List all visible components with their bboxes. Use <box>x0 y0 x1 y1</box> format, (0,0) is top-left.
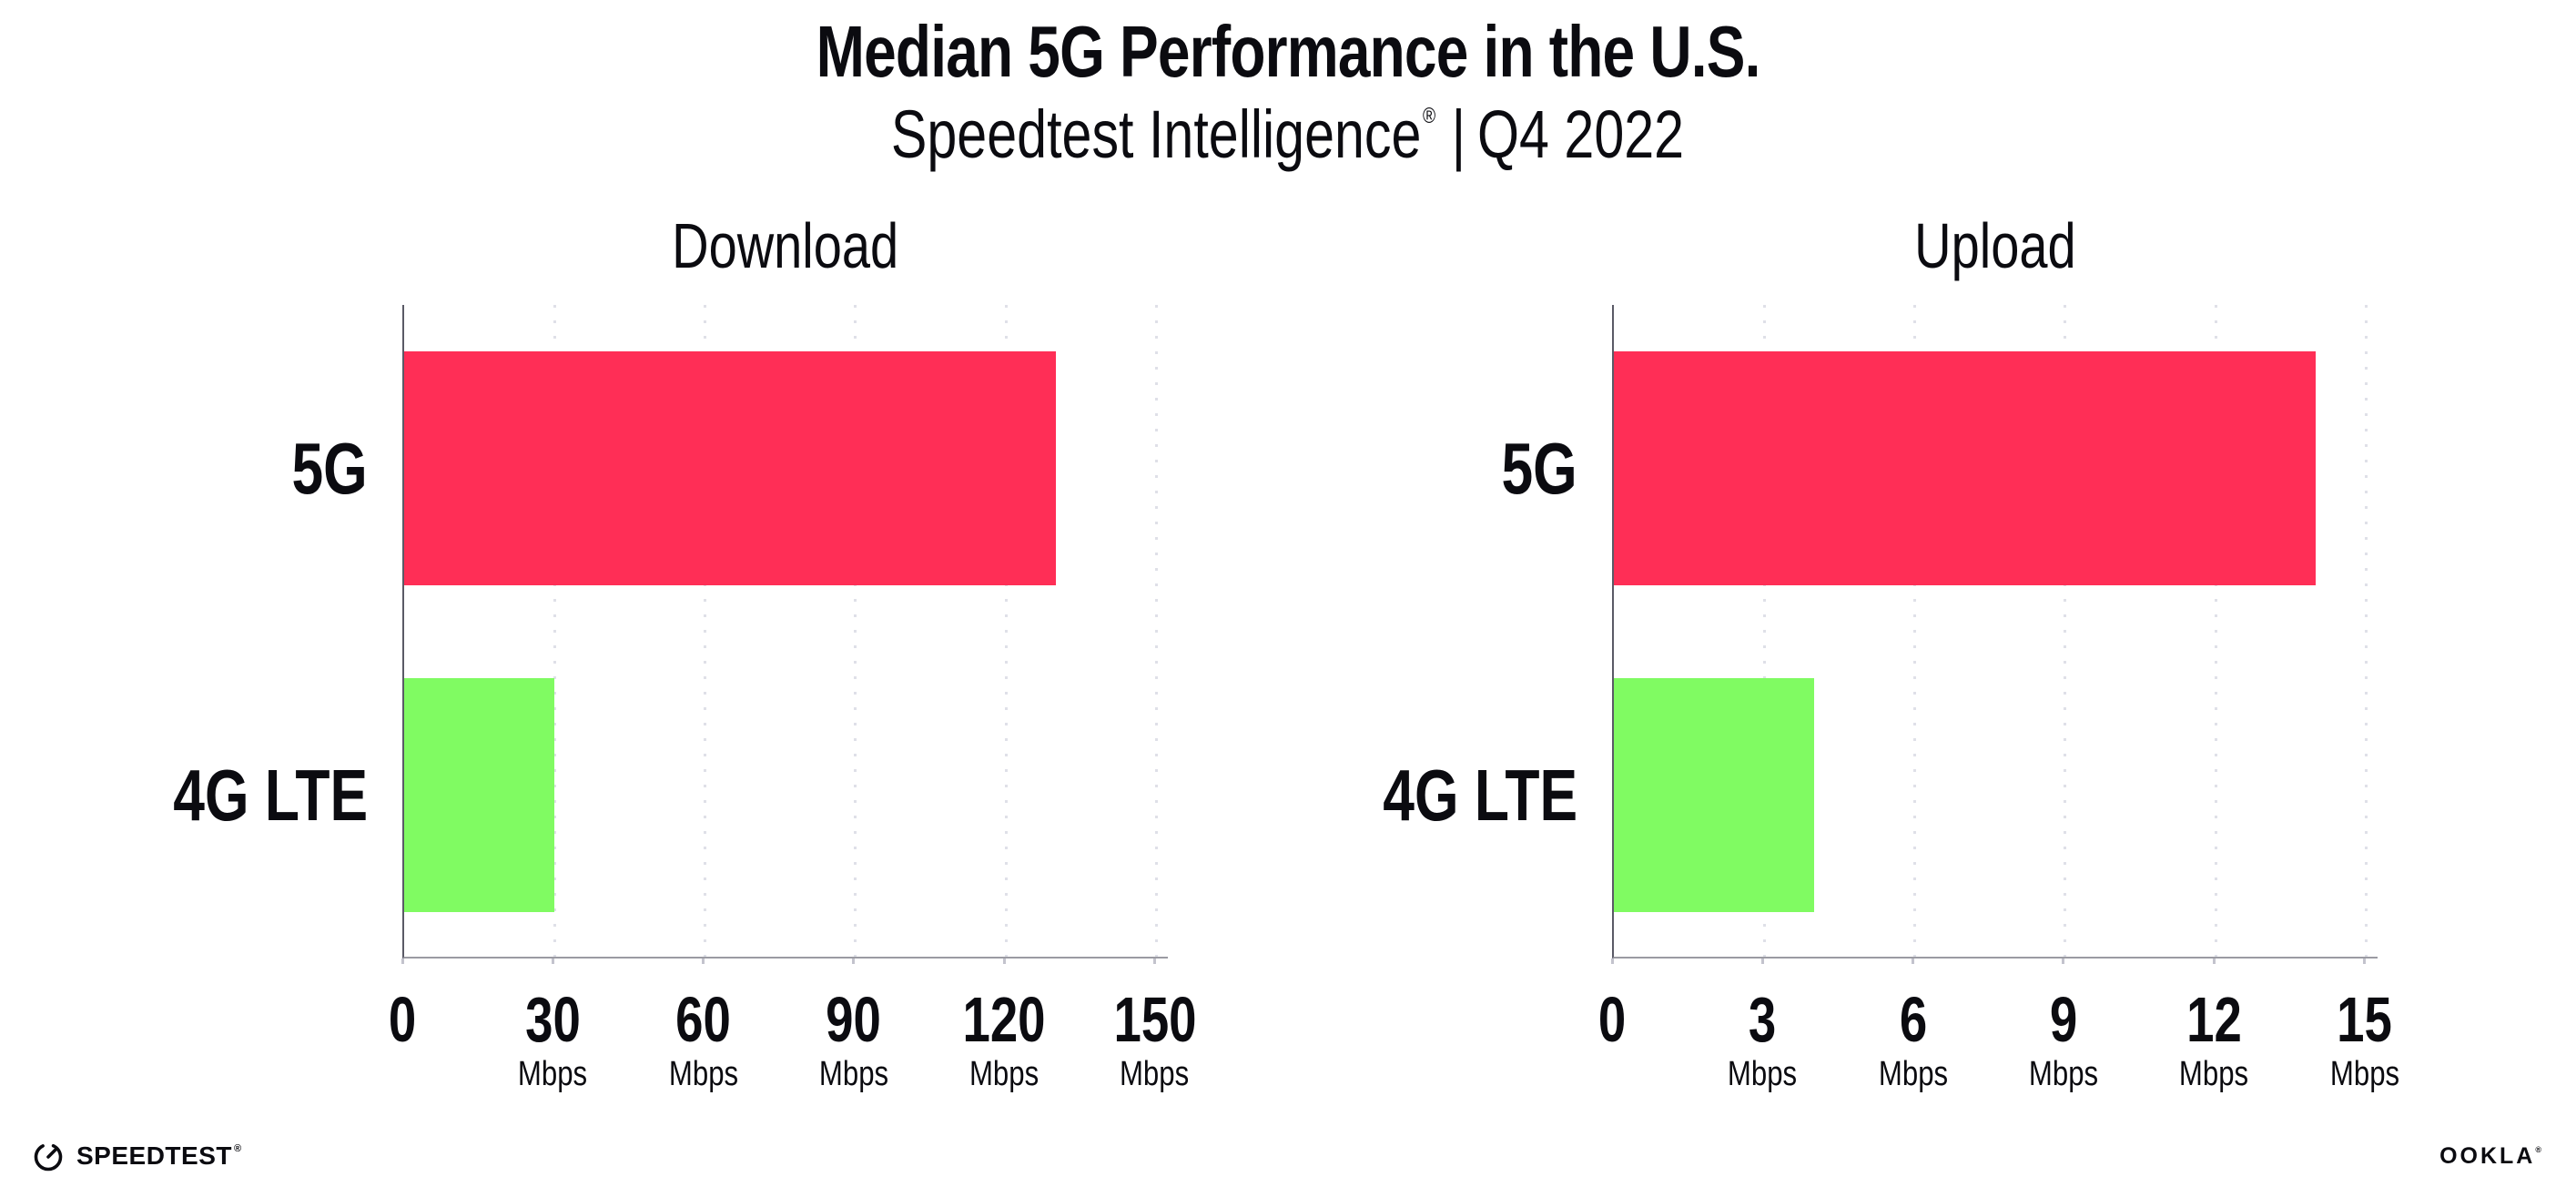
page-title: Median 5G Performance in the U.S. <box>816 11 1761 92</box>
x-tick-value: 6 <box>1899 984 1927 1055</box>
bar-5g-upload <box>1614 351 2317 585</box>
tick-mark <box>2062 959 2065 964</box>
ookla-logo: OOKLA® <box>2439 1143 2544 1169</box>
x-tick-value: 120 <box>962 984 1046 1055</box>
bar-5g-download <box>404 351 1057 585</box>
trademark-mark: ® <box>2535 1145 2544 1154</box>
bar-4g-lte-upload <box>1614 678 1815 912</box>
x-tick-value: 9 <box>2049 984 2078 1055</box>
tick-mark <box>1760 959 1764 964</box>
x-tick-unit: Mbps <box>2179 1055 2249 1093</box>
gridline <box>1762 305 1766 957</box>
subtitle-separator: | <box>1452 96 1466 173</box>
x-tick-label: 6 Mbps <box>1871 988 1955 1091</box>
x-tick-unit: Mbps <box>518 1055 588 1093</box>
x-tick-label: 15 Mbps <box>2322 988 2407 1091</box>
x-tick-unit: Mbps <box>668 1055 738 1093</box>
tick-mark <box>1912 959 1915 964</box>
gridline <box>1913 305 1917 957</box>
upload-chart: Upload 5G 4G LTE 0 3 Mbps 6 Mbps 9 Mbps 12 Mbps 1… <box>1383 214 2399 1091</box>
tick-mark <box>852 959 856 964</box>
registered-trademark-mark: ® <box>1423 104 1436 129</box>
x-tick-unit: Mbps <box>1120 1055 1190 1093</box>
x-tick-label: 3 Mbps <box>1720 988 1805 1091</box>
x-tick-value: 15 <box>2337 984 2392 1055</box>
tick-mark <box>2363 959 2366 964</box>
gridline <box>704 305 707 957</box>
tick-mark <box>702 959 705 964</box>
x-tick-unit: Mbps <box>2028 1055 2098 1093</box>
gridline <box>2064 305 2067 957</box>
x-axis-tick-marks <box>401 959 1168 966</box>
x-tick-label: 12 Mbps <box>2172 988 2257 1091</box>
x-tick-unit: Mbps <box>2329 1055 2399 1093</box>
x-tick-unit: Mbps <box>969 1055 1040 1093</box>
header: Median 5G Performance in the U.S. Speedt… <box>0 11 2576 171</box>
x-tick-value: 0 <box>1597 984 1627 1055</box>
x-tick-unit: Mbps <box>1728 1055 1798 1093</box>
footer: SPEEDTEST ® OOKLA® <box>0 1115 2576 1197</box>
x-tick-label: 9 Mbps <box>2021 988 2105 1091</box>
gridline <box>2365 305 2368 957</box>
x-tick-label: 0 <box>385 988 421 1051</box>
x-tick-value: 0 <box>388 984 417 1055</box>
y-axis-label-4g-lte: 4G LTE <box>1383 755 1577 836</box>
bar-4g-lte-download <box>404 678 555 912</box>
speedtest-logo: SPEEDTEST ® <box>31 1139 242 1173</box>
upload-chart-title: Upload <box>1913 210 2076 281</box>
x-tick-label: 120 Mbps <box>951 988 1058 1091</box>
subtitle-period: Q4 2022 <box>1477 96 1685 173</box>
download-plot-area <box>402 305 1168 959</box>
tick-mark <box>1153 959 1156 964</box>
tick-mark <box>1002 959 1006 964</box>
subtitle-brand: Speedtest Intelligence <box>891 96 1422 173</box>
speedtest-wordmark: SPEEDTEST ® <box>76 1141 242 1170</box>
x-tick-value: 60 <box>675 984 731 1055</box>
gridline <box>2214 305 2217 957</box>
tick-mark <box>551 959 554 964</box>
y-axis-label-4g-lte: 4G LTE <box>173 755 368 836</box>
x-tick-value: 30 <box>524 984 581 1055</box>
gridline <box>854 305 857 957</box>
gridline <box>1155 305 1158 957</box>
gridline <box>1004 305 1008 957</box>
x-tick-value: 12 <box>2186 984 2242 1055</box>
x-tick-unit: Mbps <box>1878 1055 1948 1093</box>
x-tick-label: 150 Mbps <box>1101 988 1208 1091</box>
x-tick-value: 150 <box>1112 984 1197 1055</box>
x-tick-value: 3 <box>1749 984 1777 1055</box>
download-chart: Download 5G 4G LTE 0 30 Mbps 60 Mbps 90 Mbps 12… <box>173 214 1196 1091</box>
tick-mark <box>1610 959 1614 964</box>
upload-plot-area <box>1612 305 2378 959</box>
speedtest-gauge-icon <box>31 1139 66 1173</box>
x-tick-label: 90 Mbps <box>811 988 896 1091</box>
y-axis-label-5g: 5G <box>291 428 368 509</box>
y-axis-label-5g: 5G <box>1501 428 1577 509</box>
tick-mark <box>2212 959 2216 964</box>
x-tick-value: 90 <box>826 984 882 1055</box>
page-subtitle: Speedtest Intelligence® | Q4 2022 <box>0 98 2576 171</box>
x-tick-label: 60 Mbps <box>661 988 745 1091</box>
gridline <box>553 305 556 957</box>
x-axis-tick-marks <box>1610 959 2378 966</box>
x-tick-unit: Mbps <box>818 1055 888 1093</box>
x-tick-label: 30 Mbps <box>511 988 595 1091</box>
download-chart-title: Download <box>671 210 899 281</box>
trademark-mark: ® <box>233 1143 242 1154</box>
x-tick-label: 0 <box>1595 988 1630 1051</box>
tick-mark <box>401 959 404 964</box>
